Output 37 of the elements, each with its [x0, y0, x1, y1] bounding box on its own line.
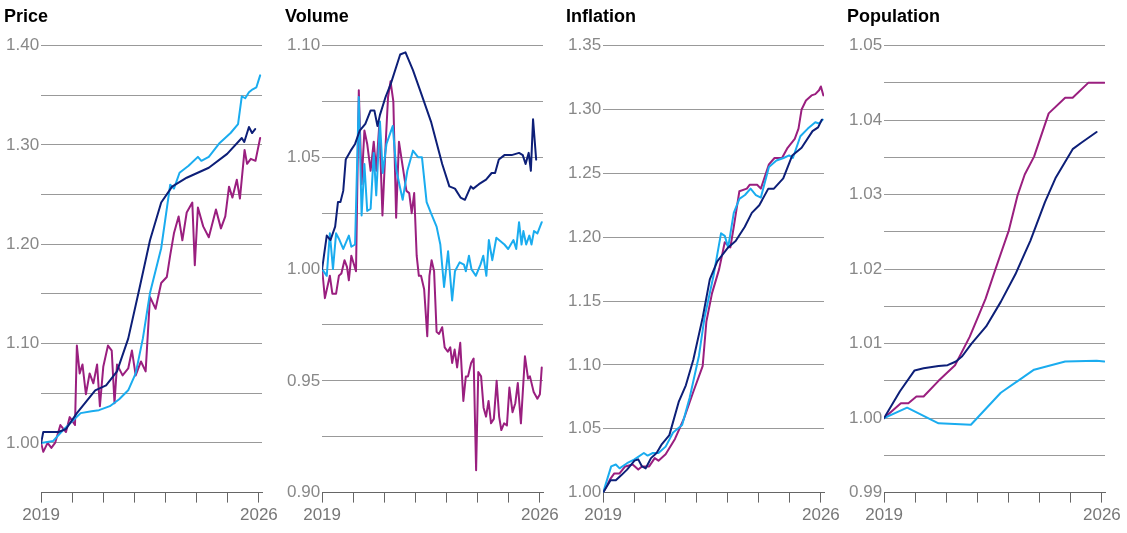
y-tick-label: 1.30 [5, 134, 40, 154]
y-tick-label: 1.04 [848, 109, 883, 129]
y-tick-label: 1.30 [567, 99, 602, 119]
y-tick-label: 1.02 [848, 258, 883, 278]
y-tick-label: 1.00 [848, 407, 883, 427]
y-tick-label: 1.20 [567, 226, 602, 246]
y-tick-label: 1.10 [5, 333, 40, 353]
y-tick-label: 1.03 [848, 184, 883, 204]
x-tick-label: 2019 [22, 505, 60, 525]
y-tick-label: 1.01 [848, 333, 883, 353]
y-tick-label: 1.00 [286, 258, 321, 278]
y-tick-label: 1.15 [567, 290, 602, 310]
y-tick-label: 1.40 [5, 35, 40, 55]
chart-title: Population [847, 5, 940, 26]
y-tick-label: 1.00 [567, 482, 602, 502]
x-tick-label: 2026 [801, 505, 840, 525]
y-tick-label: 1.05 [567, 418, 602, 438]
chart-title: Price [4, 5, 49, 26]
chart-title: Inflation [566, 5, 636, 26]
y-tick-label: 1.10 [286, 35, 321, 55]
x-tick-label: 2026 [1082, 505, 1121, 525]
y-tick-label: 1.00 [5, 432, 40, 452]
x-tick-label: 2026 [239, 505, 278, 525]
y-tick-label: 1.05 [286, 147, 321, 167]
y-tick-label: 0.90 [286, 482, 321, 502]
y-tick-label: 0.95 [286, 370, 321, 390]
x-tick-label: 2019 [865, 505, 903, 525]
y-tick-label: 0.99 [848, 482, 883, 502]
x-tick-label: 2026 [520, 505, 559, 525]
chart-title: Volume [285, 5, 349, 26]
y-tick-label: 1.20 [5, 233, 40, 253]
x-tick-label: 2019 [584, 505, 622, 525]
y-tick-label: 1.25 [567, 163, 602, 182]
y-tick-label: 1.35 [567, 35, 602, 55]
x-tick-label: 2019 [303, 505, 341, 525]
y-tick-label: 1.10 [567, 354, 602, 374]
y-tick-label: 1.05 [848, 35, 883, 55]
